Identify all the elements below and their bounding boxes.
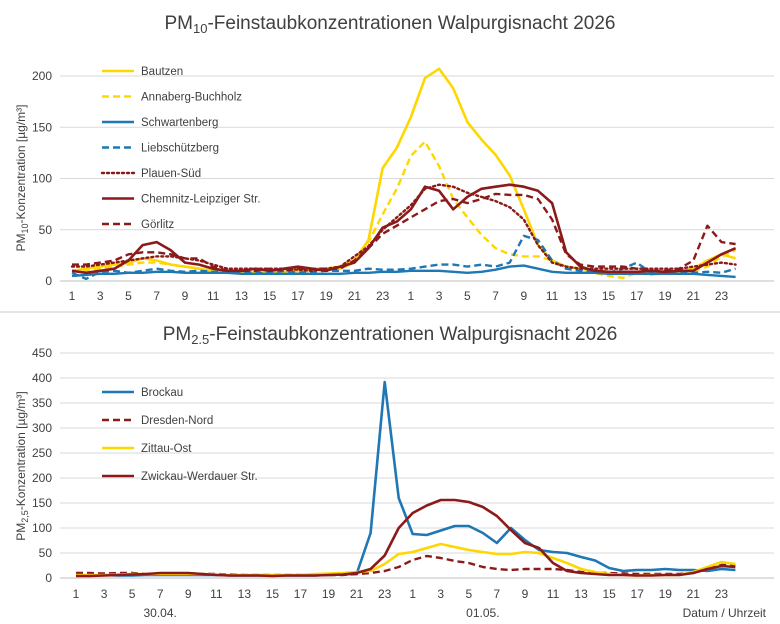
pm25-date-label: 01.05. [466, 606, 499, 620]
pm25-x-tick-label: 5 [129, 587, 136, 601]
pm10-legend-label: Annaberg-Buchholz [141, 92, 242, 104]
pm25-x-tick-label: 19 [659, 587, 673, 601]
pm10-y-tick-label: 200 [32, 69, 52, 83]
pm10-x-tick-label: 9 [182, 289, 189, 303]
pm10-y-axis-label: PM10-Konzentration [µg/m³] [14, 105, 30, 252]
pm25-x-tick-label: 21 [687, 587, 701, 601]
pm25-legend-label: Dresden-Nord [141, 415, 213, 427]
pm10-x-tick-label: 3 [436, 289, 443, 303]
pm25-y-tick-label: 250 [32, 446, 52, 460]
pm10-legend-label: Chemnitz-Leipziger Str. [141, 194, 261, 206]
pm10-x-tick-label: 5 [464, 289, 471, 303]
pm25-chart: PM2.5-Feinstaubkonzentrationen Walpurgis… [14, 324, 774, 620]
pm10-chart: PM10-Feinstaubkonzentrationen Walpurgisn… [14, 13, 774, 303]
pm25-x-tick-label: 7 [157, 587, 164, 601]
pm25-chart-title: PM2.5-Feinstaubkonzentrationen Walpurgis… [163, 324, 618, 347]
pm25-x-tick-label: 11 [547, 587, 560, 601]
pm25-x-tick-label: 11 [210, 587, 223, 601]
pm25-x-axis-label: Datum / Uhrzeit [683, 606, 767, 620]
pm25-x-tick-label: 9 [522, 587, 529, 601]
pm25-x-tick-label: 7 [494, 587, 501, 601]
pm25-x-tick-label: 3 [101, 587, 108, 601]
pm10-series-line [71, 183, 737, 275]
pm10-x-tick-label: 17 [630, 289, 644, 303]
pm25-x-tick-label: 21 [350, 587, 364, 601]
pm10-series-line [72, 140, 737, 280]
pm10-x-tick-label: 11 [546, 289, 559, 303]
pm10-x-tick-label: 13 [235, 289, 249, 303]
pm25-series-line [76, 498, 736, 578]
pm10-x-tick-label: 19 [319, 289, 333, 303]
pm10-x-tick-label: 9 [520, 289, 527, 303]
pm25-y-tick-label: 200 [32, 471, 52, 485]
pm25-x-tick-label: 3 [437, 587, 444, 601]
pm10-x-tick-label: 13 [574, 289, 588, 303]
pm10-legend-label: Plauen-Süd [141, 168, 201, 180]
pm25-y-tick-label: 150 [32, 496, 52, 510]
pm10-x-tick-label: 15 [263, 289, 277, 303]
pm10-x-tick-label: 17 [291, 289, 305, 303]
pm25-x-tick-label: 9 [185, 587, 192, 601]
pm25-x-tick-label: 1 [409, 587, 416, 601]
pm25-x-tick-label: 5 [465, 587, 472, 601]
pm25-y-tick-label: 350 [32, 396, 52, 410]
pm10-x-tick-label: 21 [348, 289, 362, 303]
pm10-x-tick-label: 11 [207, 289, 220, 303]
pm10-x-tick-label: 15 [602, 289, 616, 303]
pm25-y-tick-label: 50 [39, 546, 53, 560]
pm25-y-tick-label: 400 [32, 371, 52, 385]
pm10-x-tick-label: 1 [69, 289, 76, 303]
pm25-series-line [76, 554, 736, 577]
pm25-y-tick-label: 300 [32, 421, 52, 435]
pm10-x-tick-label: 23 [715, 289, 729, 303]
pm10-x-tick-label: 3 [97, 289, 104, 303]
pm10-x-tick-label: 7 [492, 289, 499, 303]
pm25-x-tick-label: 23 [378, 587, 392, 601]
pm25-legend-label: Zwickau-Werdauer Str. [141, 471, 258, 483]
pm10-x-tick-label: 1 [408, 289, 415, 303]
pm10-y-tick-label: 100 [32, 172, 52, 186]
pm25-x-tick-label: 19 [322, 587, 336, 601]
pm25-x-tick-label: 13 [238, 587, 252, 601]
pm10-x-tick-label: 5 [125, 289, 132, 303]
pm25-x-tick-label: 15 [266, 587, 280, 601]
pm25-legend-label: Zittau-Ost [141, 443, 192, 455]
pm25-x-tick-label: 17 [631, 587, 645, 601]
pm25-x-tick-label: 15 [602, 587, 616, 601]
pm10-series-line [72, 192, 736, 272]
pm10-x-tick-label: 21 [687, 289, 701, 303]
pm25-y-tick-label: 100 [32, 521, 52, 535]
pm25-x-tick-label: 17 [294, 587, 308, 601]
pm25-legend-label: Brockau [141, 387, 183, 399]
pm10-x-tick-label: 19 [658, 289, 672, 303]
pm25-date-label: 30.04. [143, 606, 176, 620]
pm10-legend-label: Liebschützberg [141, 143, 219, 155]
pm25-x-tick-label: 23 [715, 587, 729, 601]
pm25-y-tick-label: 450 [32, 346, 52, 360]
pm10-y-tick-label: 0 [45, 274, 52, 288]
pm25-x-tick-label: 1 [73, 587, 80, 601]
pm10-x-tick-label: 23 [376, 289, 390, 303]
pm10-x-tick-label: 7 [153, 289, 160, 303]
pm25-x-tick-label: 13 [574, 587, 588, 601]
pm10-legend-label: Bautzen [141, 66, 183, 78]
pm10-y-tick-label: 50 [39, 223, 53, 237]
pm10-legend-label: Schwartenberg [141, 117, 218, 129]
pm10-chart-title: PM10-Feinstaubkonzentrationen Walpurgisn… [164, 13, 615, 36]
pm10-legend-label: Görlitz [141, 219, 174, 231]
pm25-y-tick-label: 0 [45, 571, 52, 585]
pm25-y-axis-label: PM2,5-Konzentration [µg/m³] [14, 391, 30, 540]
pm10-y-tick-label: 150 [32, 120, 52, 134]
